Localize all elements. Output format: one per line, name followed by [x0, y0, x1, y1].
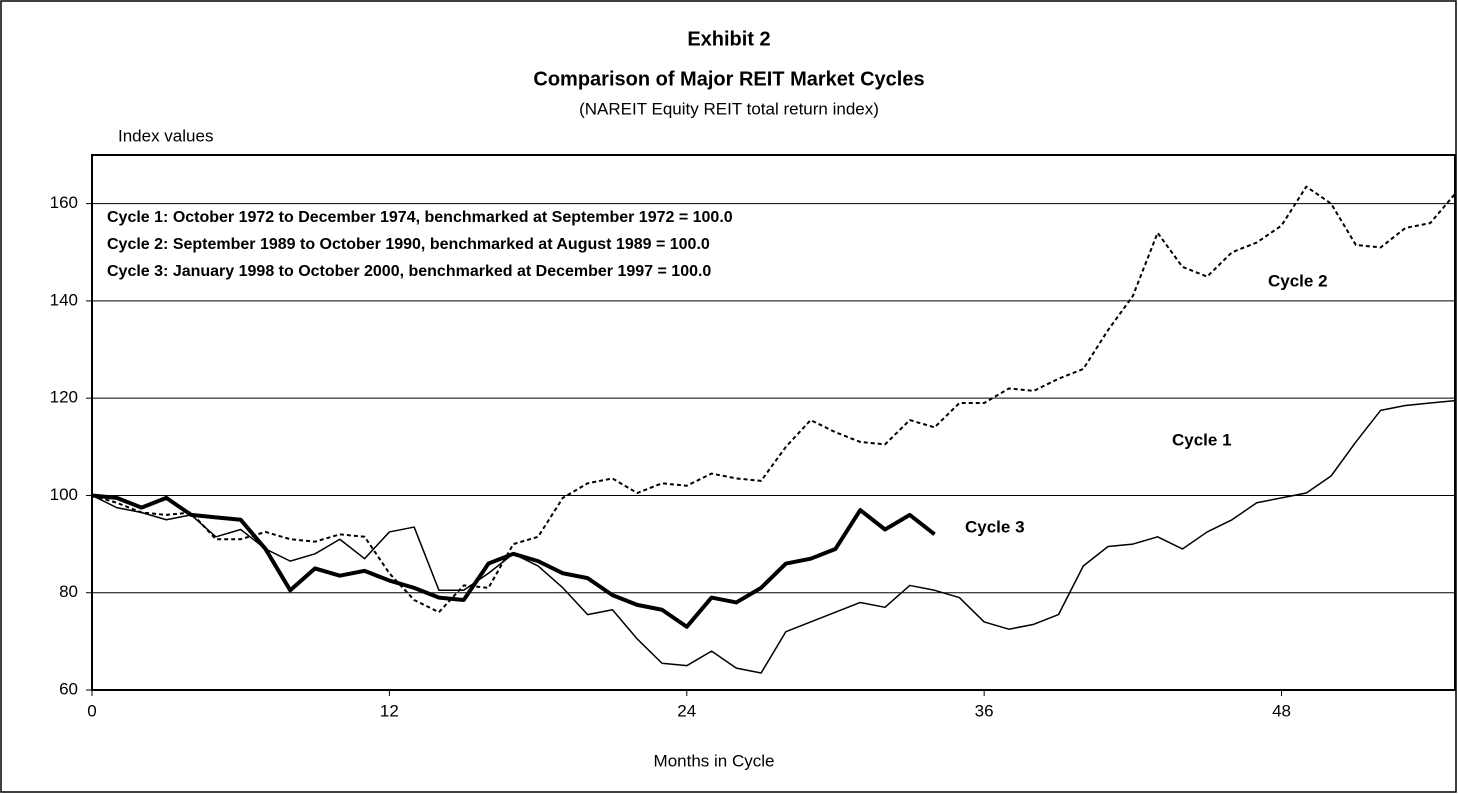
y-tick-label: 140 — [50, 290, 78, 309]
series-label: Cycle 1 — [1172, 430, 1232, 449]
series-label: Cycle 3 — [965, 517, 1025, 536]
chart-subtitle: Comparison of Major REIT Market Cycles — [533, 68, 924, 90]
y-tick-label: 160 — [50, 193, 78, 212]
x-tick-label: 12 — [380, 701, 399, 720]
y-tick-label: 80 — [59, 582, 78, 601]
x-tick-label: 24 — [677, 701, 696, 720]
chart-subtitle-2: (NAREIT Equity REIT total return index) — [579, 99, 879, 118]
series-line — [91, 185, 1456, 614]
y-tick-label: 100 — [50, 485, 78, 504]
y-tick-label: 60 — [59, 679, 78, 698]
x-tick-label: 36 — [975, 701, 994, 720]
x-axis-label: Months in Cycle — [654, 751, 775, 770]
y-axis-label: Index values — [118, 126, 213, 145]
x-tick-label: 48 — [1272, 701, 1291, 720]
note: Cycle 3: January 1998 to October 2000, b… — [107, 263, 711, 280]
y-tick-label: 120 — [50, 388, 78, 407]
chart-title: Exhibit 2 — [687, 28, 770, 50]
note: Cycle 2: September 1989 to October 1990,… — [107, 236, 710, 253]
series-label: Cycle 2 — [1268, 271, 1328, 290]
note: Cycle 1: October 1972 to December 1974, … — [107, 209, 733, 226]
series-line — [91, 399, 1456, 674]
x-tick-label: 0 — [87, 701, 96, 720]
series-line — [91, 493, 936, 629]
plot-area — [91, 154, 1456, 691]
